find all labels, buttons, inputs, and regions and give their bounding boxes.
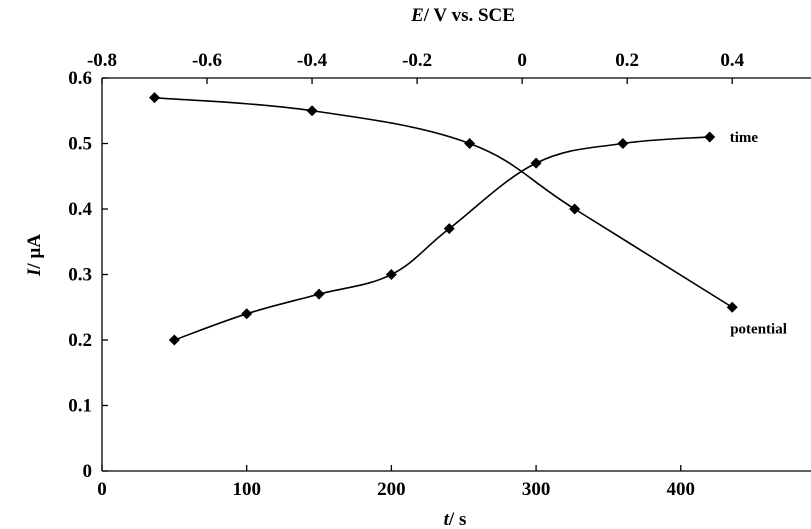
top-tick-label: 0.2 [615, 50, 639, 71]
top-tick-label: 0 [517, 50, 527, 71]
data-point-potential [149, 92, 161, 104]
series-label-time: time [730, 130, 759, 146]
bottom-tick-label: 0 [97, 479, 107, 500]
data-point-time [385, 269, 397, 280]
data-point-time [168, 334, 180, 346]
series-layer: time potential [149, 92, 787, 346]
data-point-time [704, 131, 716, 143]
data-point-time [443, 223, 455, 235]
series-label-potential: potential [730, 321, 787, 337]
bottom-axis-ticks: 0 100 200 300 400 [97, 465, 695, 500]
y-tick-label: 0 [83, 461, 93, 482]
y-axis-title-variable: I [24, 268, 45, 277]
y-tick-label: 0.3 [68, 265, 92, 286]
top-axis-title-unit: / V vs. SCE [423, 5, 515, 26]
top-tick-label: -0.8 [87, 50, 117, 71]
top-tick-label: -0.6 [192, 50, 222, 71]
bottom-tick-label: 400 [667, 479, 696, 500]
bottom-axis-title-variable: t [444, 509, 450, 529]
y-axis-ticks: 0 0.1 0.2 0.3 0.4 0.5 0.6 [68, 68, 108, 482]
data-point-potential [726, 301, 738, 313]
bottom-axis-title-unit: / s [448, 509, 466, 529]
top-axis-ticks: -0.8 -0.6 -0.4 -0.2 0 0.2 0.4 [87, 50, 745, 84]
y-tick-label: 0.2 [68, 330, 92, 351]
bottom-tick-label: 100 [232, 479, 261, 500]
bottom-axis-title: t/ s [444, 509, 467, 529]
bottom-tick-label: 300 [522, 479, 551, 500]
y-tick-label: 0.4 [68, 199, 92, 220]
top-axis-title: E/ V vs. SCE [410, 5, 515, 26]
data-point-time [617, 138, 629, 149]
y-tick-label: 0.1 [68, 396, 92, 417]
data-point-potential [306, 105, 318, 117]
top-axis-title-variable: E [410, 5, 424, 26]
data-point-time [241, 308, 253, 320]
y-tick-label: 0.5 [68, 134, 92, 155]
y-tick-label: 0.6 [68, 68, 92, 89]
y-axis-title-unit: / μA [24, 234, 45, 270]
y-axis-title: I/ μA [24, 234, 45, 277]
data-point-time [313, 288, 325, 300]
top-tick-label: 0.4 [720, 50, 744, 71]
data-point-potential [569, 203, 581, 215]
data-point-time [530, 157, 542, 169]
top-tick-label: -0.2 [402, 50, 432, 71]
data-point-potential [464, 138, 476, 149]
top-tick-label: -0.4 [297, 50, 328, 71]
bottom-tick-label: 200 [377, 479, 406, 500]
